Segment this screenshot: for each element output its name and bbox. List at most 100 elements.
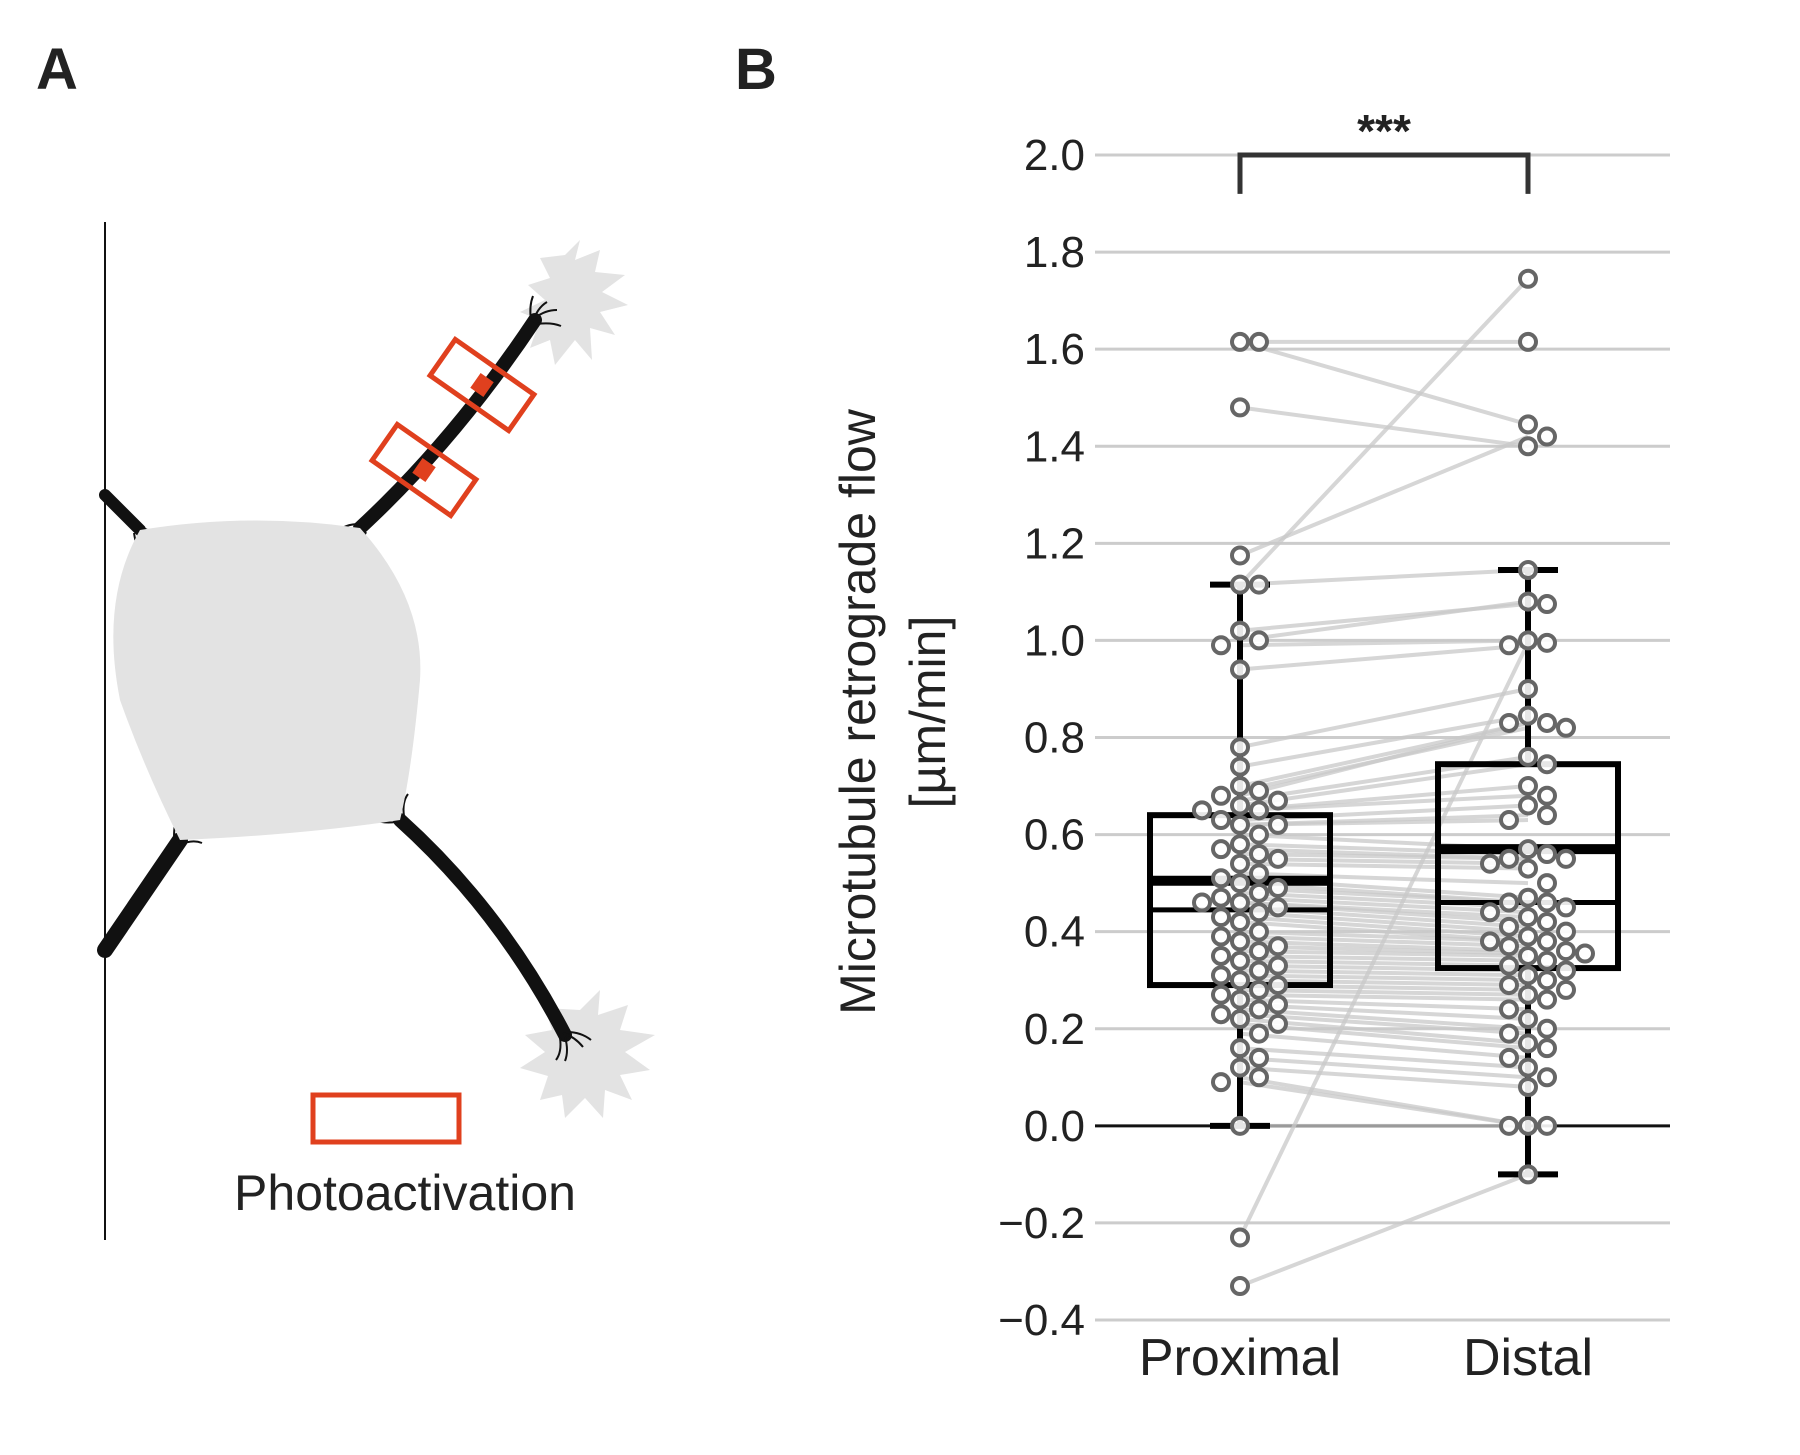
data-point — [1518, 436, 1538, 457]
data-point — [1249, 863, 1269, 884]
data-point — [1211, 887, 1231, 908]
pair-line — [1239, 713, 1529, 769]
y-tick-label: 2.0 — [1024, 131, 1085, 180]
pair-line — [1239, 599, 1529, 643]
pair-line — [1239, 992, 1529, 1002]
y-tick-label: 1.0 — [1024, 616, 1085, 665]
data-point — [1537, 931, 1557, 952]
pair-line — [1239, 852, 1529, 861]
pair-line — [1239, 944, 1529, 956]
neurite-bundle-icon — [353, 313, 542, 535]
data-point — [1537, 911, 1557, 932]
data-point — [1499, 936, 1519, 957]
y-tick-labels: 2.0 1.8 1.6 1.4 1.2 1.0 0.8 0.6 0.4 0.2 0.0 −0.2 −0.… — [998, 131, 1085, 1345]
pair-line — [1239, 997, 1529, 1012]
data-point — [1230, 659, 1250, 680]
pair-line — [1239, 987, 1529, 997]
data-point — [1230, 989, 1250, 1010]
data-point — [1480, 931, 1500, 952]
data-point — [1537, 873, 1557, 894]
data-point — [1249, 1023, 1269, 1044]
data-point — [1499, 1023, 1519, 1044]
data-point — [1537, 754, 1557, 775]
data-point — [1268, 955, 1288, 976]
y-tick-label: 1.4 — [1024, 422, 1085, 471]
data-point — [1556, 897, 1576, 918]
data-point — [1230, 397, 1250, 418]
pair-line — [1239, 1007, 1529, 1031]
y-tick-label: 0.0 — [1024, 1102, 1085, 1151]
data-point — [1556, 960, 1576, 981]
data-point — [1537, 989, 1557, 1010]
data-point — [1249, 979, 1269, 1000]
significance-bracket-line — [1237, 152, 1531, 194]
data-point — [1518, 705, 1538, 726]
data-point — [1556, 979, 1576, 1000]
data-point — [1211, 868, 1231, 889]
data-point — [1518, 1164, 1538, 1185]
gridlines — [1095, 153, 1670, 1322]
data-point — [1518, 1033, 1538, 1054]
significance-bracket: *** — [1237, 105, 1531, 194]
data-point — [1230, 873, 1250, 894]
data-point — [1537, 892, 1557, 913]
y-tick-label: −0.4 — [998, 1296, 1085, 1345]
data-point — [1518, 1057, 1538, 1078]
data-point — [1556, 848, 1576, 869]
data-point — [1518, 965, 1538, 986]
data-point — [1230, 970, 1250, 991]
panel-a-label: A — [36, 37, 78, 102]
data-point — [1268, 848, 1288, 869]
pair-line — [1239, 900, 1529, 924]
data-point — [1249, 844, 1269, 864]
legend-photoactivation-label: Photoactivation — [234, 1165, 576, 1221]
y-tick-label: 0.6 — [1024, 811, 1085, 860]
data-point — [1537, 1115, 1557, 1136]
pair-line — [1239, 895, 1529, 915]
pair-line — [1239, 638, 1529, 648]
neurite-bundle-icon — [99, 489, 146, 536]
data-point — [1518, 630, 1538, 651]
category-label-proximal: Proximal — [1139, 1329, 1341, 1387]
legend-photoactivation-swatch — [310, 1092, 462, 1145]
data-point — [1518, 858, 1538, 879]
pair-line — [1239, 1031, 1529, 1060]
pair-line — [1239, 720, 1529, 798]
pair-line — [1238, 277, 1530, 586]
data-point — [1249, 574, 1269, 595]
pair-line — [1239, 861, 1529, 871]
data-point — [1249, 800, 1269, 821]
data-point — [1537, 844, 1557, 864]
data-point — [1249, 824, 1269, 845]
data-point — [1211, 635, 1231, 656]
data-point — [1556, 941, 1576, 962]
data-point — [1518, 678, 1538, 699]
y-tick-label: 1.2 — [1024, 519, 1085, 568]
data-point — [1537, 594, 1557, 615]
pair-line — [1239, 915, 1529, 939]
data-point — [1268, 936, 1288, 957]
data-point — [1249, 999, 1269, 1020]
pair-line — [1239, 1055, 1529, 1080]
data-point — [1230, 331, 1250, 352]
neurite-bundle-icon — [97, 832, 188, 958]
data-point — [1518, 591, 1538, 612]
data-point — [1230, 911, 1250, 932]
pair-line — [1239, 1065, 1529, 1089]
pair-line — [1239, 1012, 1529, 1036]
data-point — [1518, 746, 1538, 767]
data-point — [1211, 926, 1231, 947]
data-point — [1518, 839, 1538, 860]
data-point — [1268, 877, 1288, 898]
data-point — [1249, 882, 1269, 903]
pair-line — [1239, 405, 1529, 449]
data-point — [1230, 1038, 1250, 1059]
pair-line — [1238, 641, 1530, 1239]
data-point — [1249, 941, 1269, 962]
data-point — [1230, 834, 1250, 855]
data-point — [1268, 897, 1288, 918]
data-point — [1192, 800, 1212, 821]
data-point — [1518, 776, 1538, 797]
data-point — [1211, 1004, 1231, 1025]
